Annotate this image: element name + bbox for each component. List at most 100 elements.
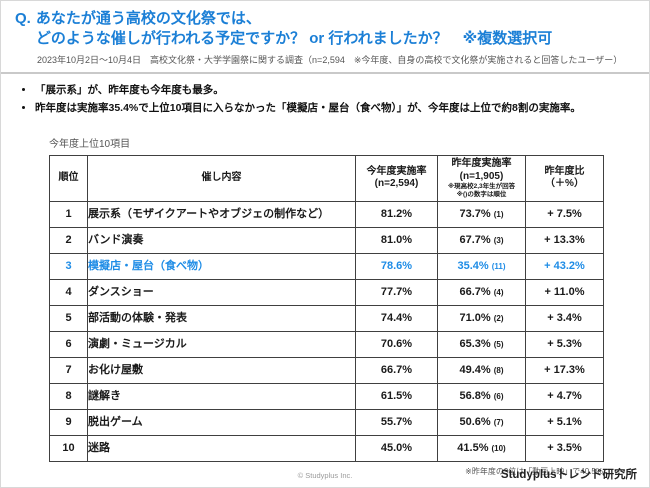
yoy-cell: + 3.4% xyxy=(525,304,604,332)
header-this-year-label: 今年度実施率 xyxy=(366,165,427,177)
last-year-cell: 49.4% (8) xyxy=(437,356,526,384)
table-header-row: 順位 催し内容 今年度実施率 (n=2,594) 昨年度実施率 (n=1,905… xyxy=(49,155,604,202)
this-year-cell: 66.7% xyxy=(355,356,438,384)
table-row: 10 迷路 45.0% 41.5% (10) + 3.5% xyxy=(49,434,604,462)
last-year-value: 41.5% xyxy=(457,442,489,455)
yoy-cell: + 43.2% xyxy=(525,252,604,280)
this-year-cell: 77.7% xyxy=(355,278,438,306)
yoy-cell: + 4.7% xyxy=(525,382,604,410)
header-last-year: 昨年度実施率 (n=1,905) ※現高校2,3年生が回答 ※()の数字は順位 xyxy=(437,155,526,202)
table-footnote: ※昨年度の9位は「動画上映」で40.5% xyxy=(465,466,603,476)
this-year-cell: 45.0% xyxy=(355,434,438,462)
last-year-cell: 67.7% (3) xyxy=(437,226,526,254)
last-year-rank: (11) xyxy=(491,262,506,272)
table-row: 5 部活動の体験・発表 74.4% 71.0% (2) + 3.4% xyxy=(49,304,604,332)
last-year-rank: (7) xyxy=(493,418,504,428)
last-year-rank: (8) xyxy=(493,366,504,376)
header-this-year-n: (n=2,594) xyxy=(374,178,419,190)
last-year-value: 73.7% xyxy=(459,208,491,221)
brand-name: Studyplusトレンド研究所 xyxy=(500,469,637,481)
this-year-cell: 70.6% xyxy=(355,330,438,358)
this-year-cell: 81.0% xyxy=(355,226,438,254)
question-prefix: Q. xyxy=(15,10,31,27)
last-year-cell: 73.7% (1) xyxy=(437,200,526,228)
last-year-value: 49.4% xyxy=(459,364,491,377)
last-year-rank: (4) xyxy=(493,288,504,298)
finding-item-2: 昨年度は実施率35.4%で上位10項目に入らなかった「模擬店・屋台（食べ物）」が… xyxy=(35,100,649,115)
last-year-rank: (10) xyxy=(491,444,506,454)
last-year-cell: 71.0% (2) xyxy=(437,304,526,332)
last-year-value: 71.0% xyxy=(459,312,491,325)
last-year-value: 56.8% xyxy=(459,390,491,403)
question-line-1: あなたが通う高校の文化祭では、 xyxy=(35,10,261,27)
table-row: 1 展示系（モザイクアートやオブジェの制作など） 81.2% 73.7% (1) … xyxy=(49,200,604,228)
question-line-2: どのような催しが行われる予定ですか？ or 行われましたか？ ※複数選択可 xyxy=(35,29,553,47)
table-row-highlighted: 3 模擬店・屋台（食べ物） 78.6% 35.4% (11) + 43.2% xyxy=(49,252,604,280)
last-year-value: 66.7% xyxy=(459,286,491,299)
table-row: 6 演劇・ミュージカル 70.6% 65.3% (5) + 5.3% xyxy=(49,330,604,358)
key-findings-list: 「展示系」が、昨年度も今年度も最多。 昨年度は実施率35.4%で上位10項目に入… xyxy=(19,82,649,115)
yoy-cell: + 13.3% xyxy=(525,226,604,254)
header-content: 催し内容 xyxy=(87,155,356,202)
results-table: 順位 催し内容 今年度実施率 (n=2,594) 昨年度実施率 (n=1,905… xyxy=(49,155,604,462)
content-cell: 迷路 xyxy=(87,434,356,462)
this-year-cell: 55.7% xyxy=(355,408,438,436)
rank-cell: 3 xyxy=(49,252,88,280)
table-row: 8 謎解き 61.5% 56.8% (6) + 4.7% xyxy=(49,382,604,410)
rank-cell: 4 xyxy=(49,278,88,306)
last-year-rank: (3) xyxy=(493,236,504,246)
this-year-cell: 74.4% xyxy=(355,304,438,332)
survey-meta: 2023年10月2日～10月4日 高校文化祭・大学学園祭に関する調査（n=2,5… xyxy=(37,55,623,65)
rank-cell: 6 xyxy=(49,330,88,358)
header-last-year-note-2: ※()の数字は順位 xyxy=(456,190,507,198)
yoy-cell: + 17.3% xyxy=(525,356,604,384)
this-year-cell: 78.6% xyxy=(355,252,438,280)
header-last-year-label: 昨年度実施率 xyxy=(451,158,512,169)
table-caption: 今年度上位10項目 xyxy=(49,139,131,150)
last-year-rank: (6) xyxy=(493,392,504,402)
rank-cell: 10 xyxy=(49,434,88,462)
last-year-rank: (5) xyxy=(493,340,504,350)
header-yoy-unit: （＋%） xyxy=(545,178,584,190)
last-year-rank: (2) xyxy=(493,314,504,324)
last-year-cell: 65.3% (5) xyxy=(437,330,526,358)
content-cell: バンド演奏 xyxy=(87,226,356,254)
question-title: Q. あなたが通う高校の文化祭では、 どのような催しが行われる予定ですか？ or… xyxy=(15,9,635,48)
header-this-year: 今年度実施率 (n=2,594) xyxy=(355,155,438,202)
rank-cell: 8 xyxy=(49,382,88,410)
header-rank: 順位 xyxy=(49,155,88,202)
header-yoy: 昨年度比 （＋%） xyxy=(525,155,604,202)
last-year-cell: 35.4% (11) xyxy=(437,252,526,280)
header-last-year-note-1: ※現高校2,3年生が回答 xyxy=(447,183,516,190)
content-cell: ダンスショー xyxy=(87,278,356,306)
last-year-value: 50.6% xyxy=(459,416,491,429)
yoy-cell: + 5.1% xyxy=(525,408,604,436)
this-year-cell: 81.2% xyxy=(355,200,438,228)
last-year-value: 67.7% xyxy=(459,234,491,247)
last-year-cell: 50.6% (7) xyxy=(437,408,526,436)
last-year-cell: 66.7% (4) xyxy=(437,278,526,306)
table-row: 4 ダンスショー 77.7% 66.7% (4) + 11.0% xyxy=(49,278,604,306)
copyright: © Studyplus Inc. xyxy=(297,471,353,480)
table-row: 2 バンド演奏 81.0% 67.7% (3) + 13.3% xyxy=(49,226,604,254)
last-year-cell: 41.5% (10) xyxy=(437,434,526,462)
rank-cell: 5 xyxy=(49,304,88,332)
content-cell: お化け屋敷 xyxy=(87,356,356,384)
rank-cell: 1 xyxy=(49,200,88,228)
last-year-value: 65.3% xyxy=(459,338,491,351)
last-year-rank: (1) xyxy=(493,210,504,220)
rank-cell: 2 xyxy=(49,226,88,254)
last-year-value: 35.4% xyxy=(457,260,489,273)
yoy-cell: + 3.5% xyxy=(525,434,604,462)
header-last-year-n: (n=1,905) xyxy=(459,170,504,182)
finding-item-1: 「展示系」が、昨年度も今年度も最多。 xyxy=(35,82,649,97)
content-cell: 展示系（モザイクアートやオブジェの制作など） xyxy=(87,200,356,228)
key-findings: 「展示系」が、昨年度も今年度も最多。 昨年度は実施率35.4%で上位10項目に入… xyxy=(19,82,649,115)
header-yoy-label: 昨年度比 xyxy=(544,165,585,177)
table-row: 9 脱出ゲーム 55.7% 50.6% (7) + 5.1% xyxy=(49,408,604,436)
yoy-cell: + 5.3% xyxy=(525,330,604,358)
content-cell: 脱出ゲーム xyxy=(87,408,356,436)
content-cell: 部活動の体験・発表 xyxy=(87,304,356,332)
table-row: 7 お化け屋敷 66.7% 49.4% (8) + 17.3% xyxy=(49,356,604,384)
